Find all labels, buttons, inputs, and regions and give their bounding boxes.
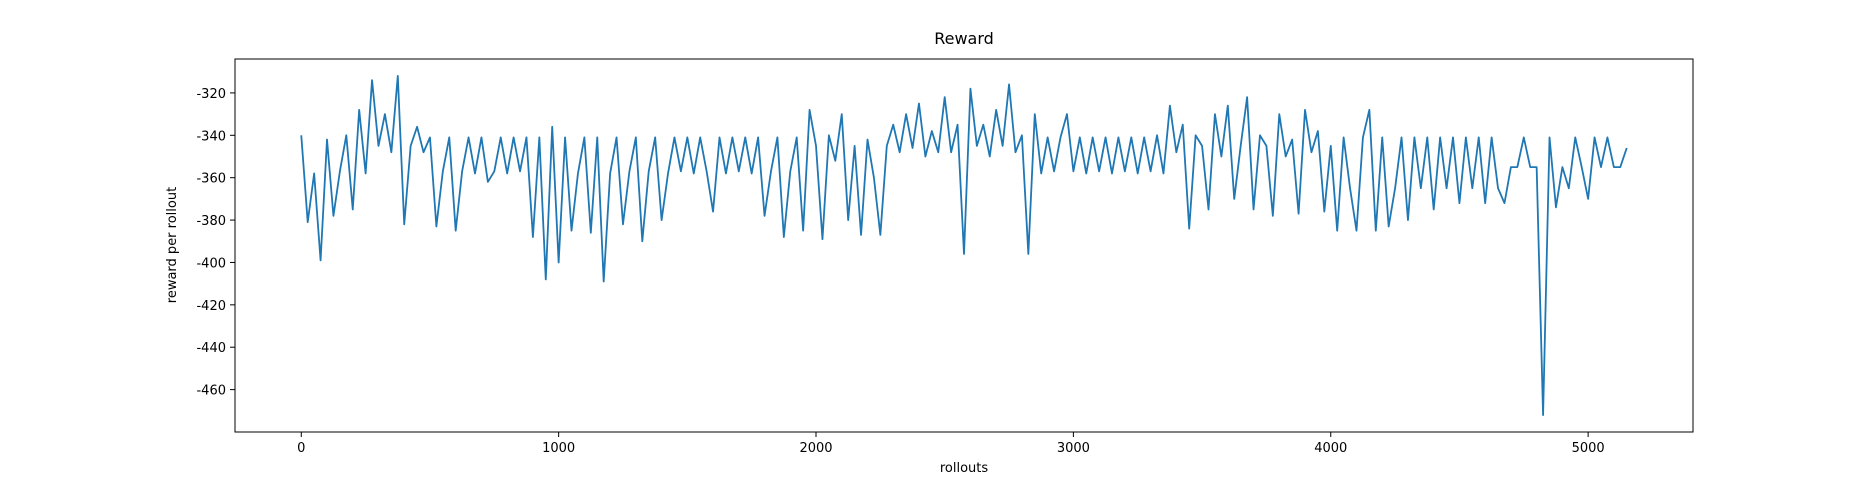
x-tick-label: 0 xyxy=(297,441,305,456)
y-tick-label: -320 xyxy=(196,87,226,102)
y-tick-label: -460 xyxy=(196,384,226,399)
plot-frame xyxy=(234,58,1694,433)
x-tick-label: 1000 xyxy=(542,441,575,456)
x-tick-label: 3000 xyxy=(1057,441,1090,456)
y-tick-label: -440 xyxy=(196,341,226,356)
y-axis-label: reward per rollout xyxy=(165,187,180,303)
y-tick-label: -360 xyxy=(196,172,226,187)
chart-title: Reward xyxy=(934,29,994,48)
y-tick-label: -380 xyxy=(196,214,226,229)
x-tick-label: 2000 xyxy=(799,441,832,456)
y-tick-label: -400 xyxy=(196,256,226,271)
y-tick-label: -420 xyxy=(196,299,226,314)
x-axis-label: rollouts xyxy=(940,461,989,476)
data-line xyxy=(300,75,1628,416)
x-tick-label: 5000 xyxy=(1572,441,1605,456)
x-tick-label: 4000 xyxy=(1314,441,1347,456)
y-tick-label: -340 xyxy=(196,129,226,144)
